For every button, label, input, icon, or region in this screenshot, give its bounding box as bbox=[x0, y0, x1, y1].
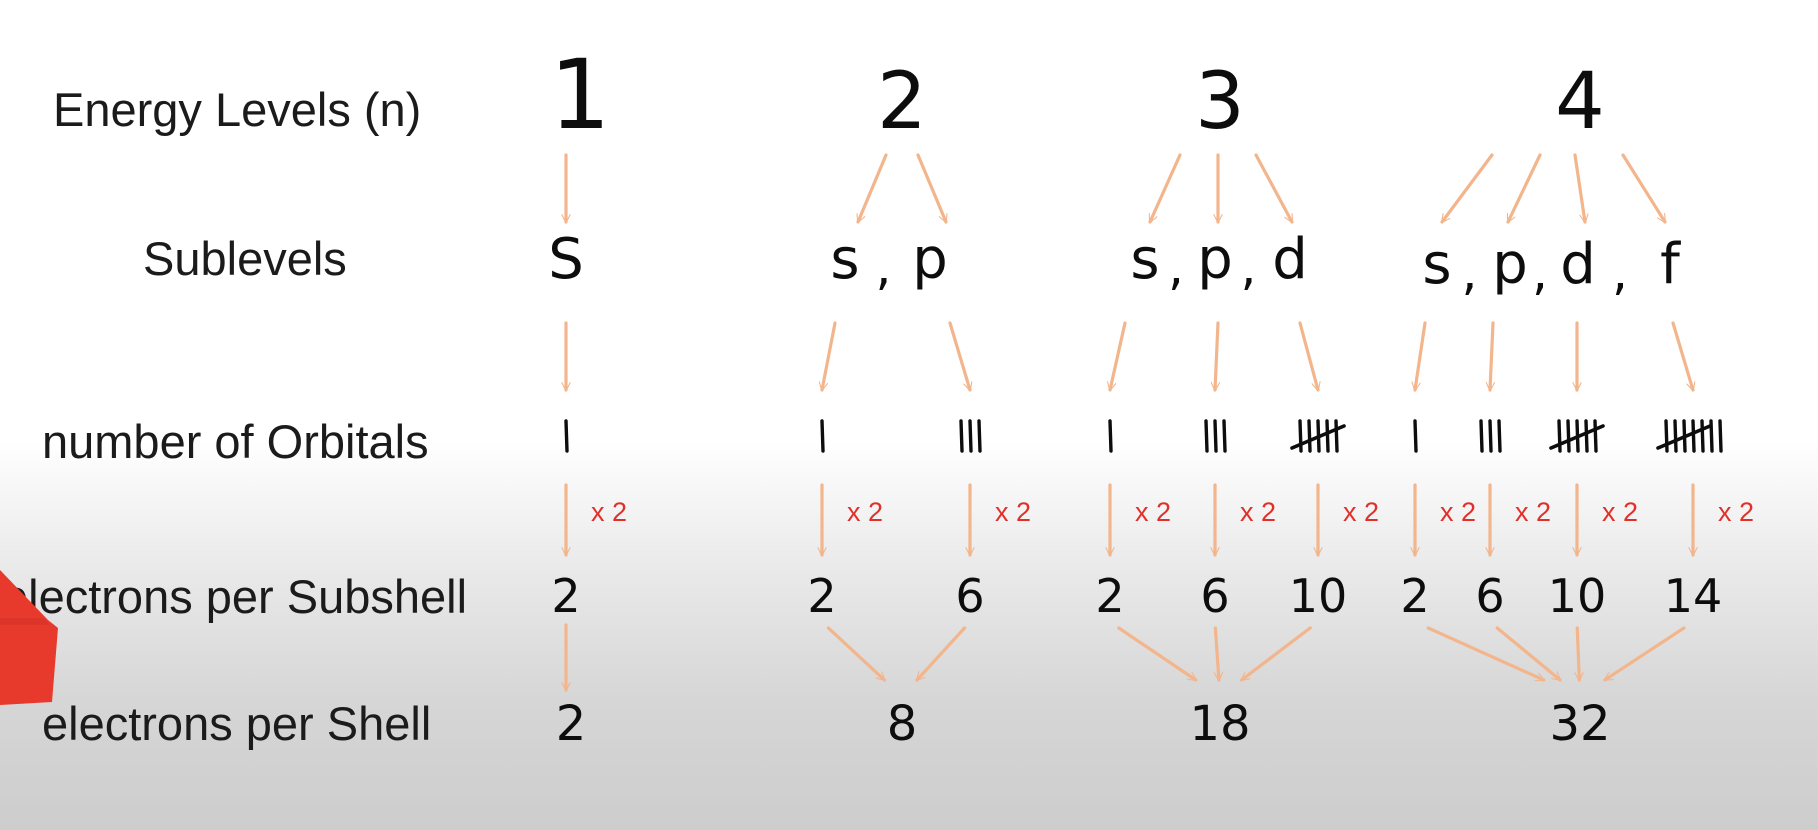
sublevels-label: Sublevels bbox=[143, 232, 347, 285]
sublevel-p-n2: p bbox=[912, 227, 948, 292]
subshell-electrons-4-3: 14 bbox=[1664, 569, 1723, 623]
arrow-sublevel-to-orbital-2-1 bbox=[948, 321, 970, 390]
subshell-electrons-3-2: 10 bbox=[1289, 569, 1348, 623]
arrow-level-4-to-sublevel-0 bbox=[1440, 153, 1494, 222]
shell-electrons-4: 32 bbox=[1549, 696, 1610, 752]
arrow-subshell-to-shell-4-2 bbox=[1577, 626, 1579, 682]
shell-electrons-3: 18 bbox=[1189, 696, 1250, 752]
orbital-tally-3-0 bbox=[1108, 419, 1113, 453]
subshell-electrons-3-1: 6 bbox=[1200, 569, 1229, 623]
red-arrow-shade bbox=[0, 618, 50, 625]
sublevel-comma: , bbox=[1462, 243, 1478, 301]
orbital-tally-4-1 bbox=[1479, 419, 1502, 453]
arrow-level-3-to-sublevel-2 bbox=[1254, 153, 1294, 222]
arrow-subshell-to-shell-3-0 bbox=[1117, 626, 1196, 682]
arrow-level-2-to-sublevel-0 bbox=[856, 153, 888, 222]
shell-electrons-2: 8 bbox=[887, 696, 918, 752]
subshell-electrons-1-0: 2 bbox=[551, 569, 580, 623]
arrow-subshell-to-shell-3-1 bbox=[1213, 626, 1219, 682]
arrow-sublevel-to-orbital-3-0 bbox=[1110, 321, 1127, 390]
energy-level-4: 4 bbox=[1555, 57, 1605, 147]
arrow-level-3-to-sublevel-0 bbox=[1148, 153, 1182, 222]
multiplier-label: x 2 bbox=[1343, 497, 1379, 527]
sublevel-f-n4: f bbox=[1660, 232, 1681, 297]
arrow-level-4-to-sublevel-1 bbox=[1506, 153, 1542, 222]
multiplier-label: x 2 bbox=[1602, 497, 1638, 527]
subshell-electrons-3-0: 2 bbox=[1095, 569, 1124, 623]
multiplier-label: x 2 bbox=[995, 497, 1031, 527]
multiplier-label: x 2 bbox=[591, 497, 627, 527]
sublevel-p-n3: p bbox=[1197, 227, 1233, 292]
sublevel-s-n2: s bbox=[830, 227, 859, 292]
multiplier-label: x 2 bbox=[1440, 497, 1476, 527]
orbital-tally-4-3 bbox=[1656, 419, 1723, 453]
energy-level-3: 3 bbox=[1195, 57, 1245, 147]
subshell-electrons-4-2: 10 bbox=[1548, 569, 1607, 623]
arrow-level-4-to-sublevel-2 bbox=[1573, 153, 1585, 224]
arrow-subshell-to-shell-4-1 bbox=[1495, 626, 1560, 682]
arrow-subshell-to-shell-4-3 bbox=[1605, 626, 1686, 682]
sublevel-comma: , bbox=[1612, 243, 1628, 301]
sublevel-comma: , bbox=[1168, 238, 1184, 296]
arrow-level-2-to-sublevel-1 bbox=[916, 153, 948, 222]
subshell-electrons-2-0: 2 bbox=[807, 569, 836, 623]
energy-levels-label: Energy Levels (n) bbox=[53, 83, 422, 136]
shell-electrons-1: 2 bbox=[556, 696, 587, 752]
multiplier-label: x 2 bbox=[1135, 497, 1171, 527]
red-arrow-icon bbox=[0, 570, 58, 705]
arrow-subshell-to-shell-2-0 bbox=[826, 626, 887, 682]
electrons-per-subshell-label: electrons per Subshell bbox=[2, 570, 468, 623]
subshell-electrons-4-0: 2 bbox=[1400, 569, 1429, 623]
sublevel-d-n4: d bbox=[1560, 232, 1596, 297]
energy-level-2: 2 bbox=[877, 57, 927, 147]
arrow-subshell-to-shell-3-2 bbox=[1242, 626, 1312, 682]
multiplier-label: x 2 bbox=[1240, 497, 1276, 527]
sublevel-comma: , bbox=[1241, 238, 1257, 296]
sublevel-comma: , bbox=[876, 238, 892, 296]
arrow-level-4-to-sublevel-3 bbox=[1621, 153, 1667, 222]
orbital-tally-3-1 bbox=[1204, 419, 1227, 453]
orbital-tally-2-1 bbox=[959, 419, 982, 453]
sublevel-d-n3: d bbox=[1272, 227, 1308, 292]
orbital-tally-4-0 bbox=[1413, 419, 1418, 453]
arrow-subshell-to-shell-4-0 bbox=[1426, 626, 1544, 682]
electrons-per-shell-label: electrons per Shell bbox=[42, 697, 432, 750]
subshell-electrons-2-1: 6 bbox=[955, 569, 984, 623]
arrow-sublevel-to-orbital-3-1 bbox=[1215, 321, 1218, 392]
energy-level-1: 1 bbox=[549, 39, 610, 151]
arrow-sublevel-to-orbital-3-2 bbox=[1298, 321, 1318, 390]
sublevel-p-n4: p bbox=[1492, 232, 1528, 297]
sublevel-comma: , bbox=[1532, 243, 1548, 301]
arrow-sublevel-to-orbital-4-3 bbox=[1671, 321, 1693, 390]
orbital-tally-4-2 bbox=[1549, 419, 1605, 453]
subshell-electrons-4-1: 6 bbox=[1475, 569, 1504, 623]
arrow-subshell-to-shell-2-1 bbox=[915, 626, 967, 682]
arrow-sublevel-to-orbital-2-0 bbox=[822, 321, 837, 390]
orbitals-label: number of Orbitals bbox=[42, 415, 429, 468]
orbital-tally-1-0 bbox=[564, 419, 569, 453]
sublevel-s-n4: s bbox=[1422, 232, 1451, 297]
orbital-tally-2-0 bbox=[820, 419, 825, 453]
multiplier-label: x 2 bbox=[847, 497, 883, 527]
multiplier-label: x 2 bbox=[1515, 497, 1551, 527]
sublevel-s: S bbox=[548, 227, 584, 292]
multiplier-label: x 2 bbox=[1718, 497, 1754, 527]
arrow-sublevel-to-orbital-4-1 bbox=[1490, 321, 1493, 392]
orbital-tally-3-2 bbox=[1290, 419, 1346, 453]
arrow-sublevel-to-orbital-4-0 bbox=[1415, 321, 1427, 392]
sublevel-s-n3: s bbox=[1130, 227, 1159, 292]
